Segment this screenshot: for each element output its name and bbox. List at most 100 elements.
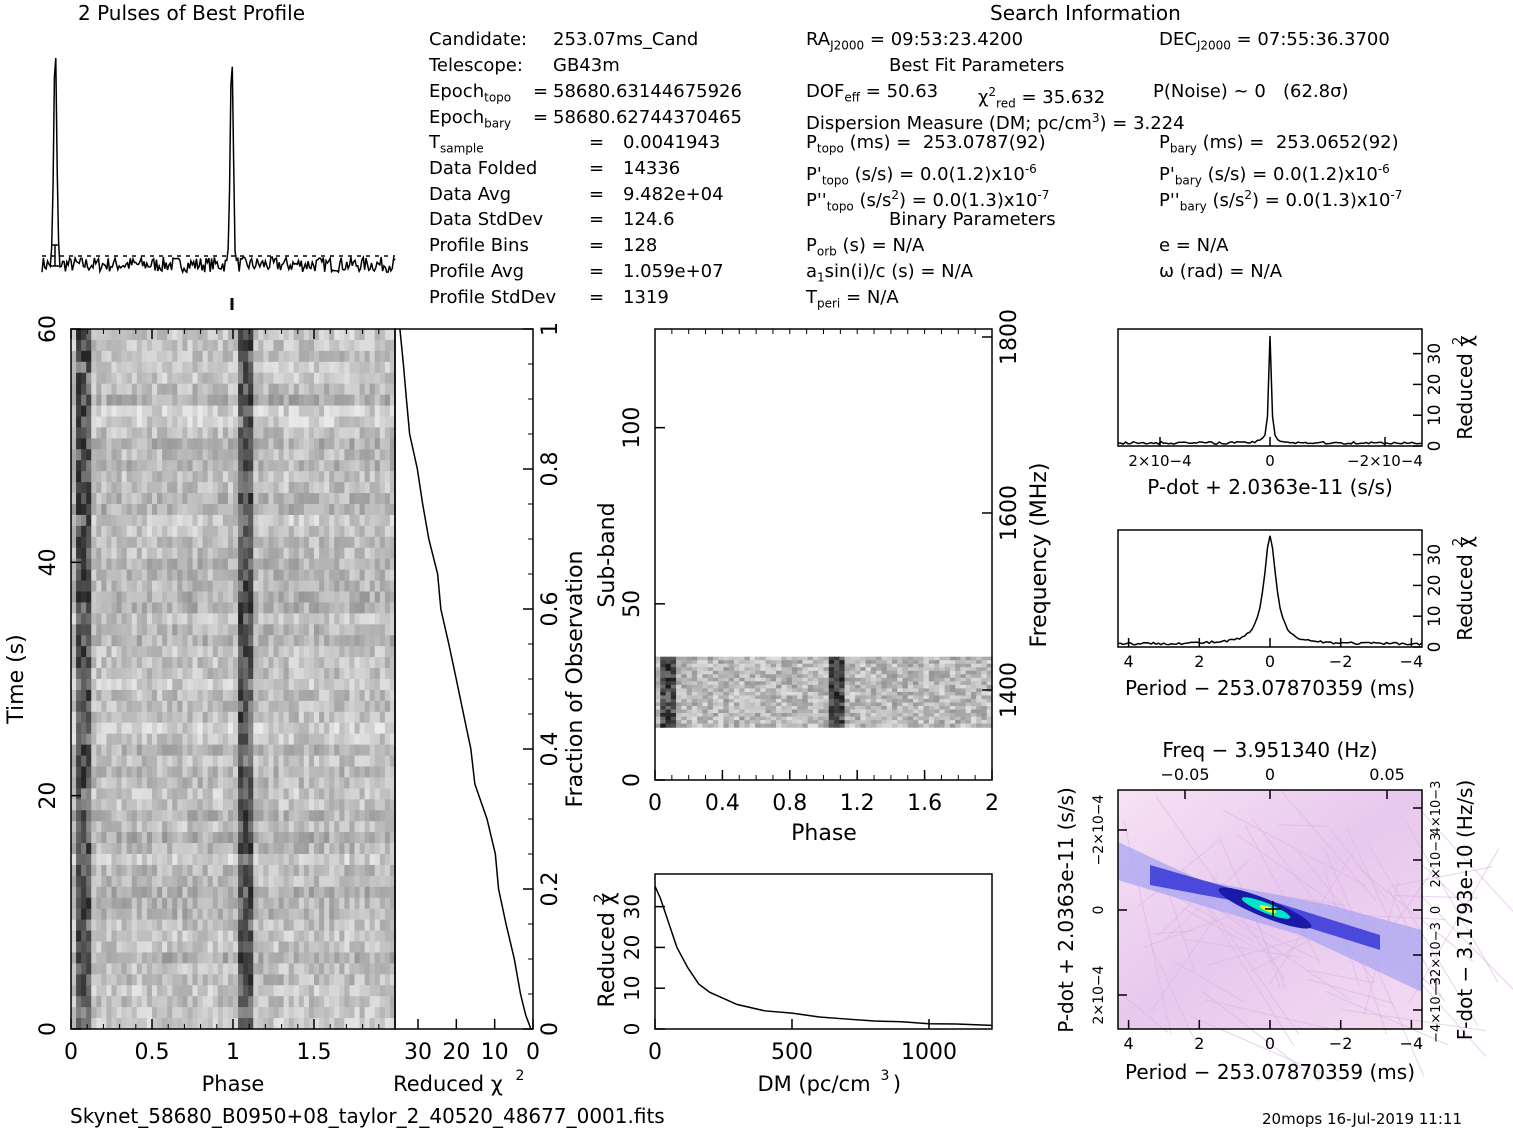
time-phase-cell bbox=[86, 514, 92, 527]
time-phase-cell bbox=[248, 383, 254, 396]
subband-cell bbox=[981, 660, 988, 665]
time-phase-cell bbox=[349, 482, 356, 494]
time-phase-cell bbox=[91, 558, 97, 571]
time-phase-cell bbox=[217, 471, 224, 483]
subband-cell bbox=[702, 695, 709, 700]
subband-cell bbox=[876, 656, 883, 661]
time-phase-cell bbox=[96, 744, 102, 757]
subband-cell bbox=[712, 670, 719, 675]
time-phase-cell bbox=[106, 514, 113, 527]
time-phase-cell bbox=[354, 700, 361, 713]
time-phase-cell bbox=[369, 799, 376, 811]
time-phase-cell bbox=[197, 525, 204, 538]
time-phase-cell bbox=[86, 864, 92, 877]
time-phase-cell bbox=[182, 919, 189, 932]
time-phase-cell bbox=[146, 821, 153, 833]
time-phase-cell bbox=[324, 471, 330, 483]
time-phase-cell bbox=[278, 689, 285, 702]
time-phase-cell bbox=[273, 569, 280, 582]
time-phase-cell bbox=[364, 482, 371, 494]
time-phase-cell bbox=[334, 635, 340, 647]
time-phase-cell bbox=[106, 471, 113, 483]
time-phase-cell bbox=[319, 460, 325, 472]
subband-cell bbox=[797, 681, 804, 686]
time-phase-cell bbox=[303, 854, 310, 866]
subband-cell bbox=[681, 698, 688, 704]
time-phase-cell bbox=[217, 602, 224, 614]
time-phase-cell bbox=[91, 832, 97, 844]
time-phase-cell bbox=[354, 646, 361, 658]
subband-cell bbox=[749, 688, 756, 693]
time-phase-cell bbox=[253, 700, 259, 713]
time-phase-cell bbox=[116, 569, 123, 582]
time-phase-cell bbox=[253, 864, 259, 877]
time-phase-cell bbox=[238, 613, 244, 625]
time-phase-cell bbox=[263, 372, 270, 385]
time-phase-cell bbox=[329, 591, 335, 604]
time-phase-cell bbox=[146, 864, 153, 877]
time-phase-cell bbox=[364, 1007, 371, 1019]
time-phase-cell bbox=[278, 700, 285, 713]
time-phase-cell bbox=[141, 471, 148, 483]
time-phase-cell bbox=[263, 460, 270, 472]
time-phase-cell bbox=[349, 799, 356, 811]
time-phase-cell bbox=[182, 668, 189, 680]
time-phase-cell bbox=[308, 722, 315, 735]
time-phase-cell bbox=[283, 602, 290, 614]
time-phase-cell bbox=[384, 383, 391, 396]
subband-cell bbox=[723, 695, 730, 700]
time-phase-cell bbox=[384, 635, 391, 647]
time-phase-cell bbox=[116, 591, 123, 604]
time-phase-cell bbox=[116, 657, 123, 669]
time-phase-cell bbox=[217, 689, 224, 702]
time-phase-cell bbox=[344, 624, 351, 636]
time-phase-cell bbox=[253, 930, 259, 943]
time-phase-cell bbox=[319, 329, 325, 341]
time-phase-cell bbox=[268, 405, 275, 418]
subband-cell bbox=[949, 681, 956, 686]
time-phase-cell bbox=[389, 744, 396, 757]
time-phase-cell bbox=[268, 657, 275, 669]
time-phase-cell bbox=[339, 383, 345, 396]
time-phase-cell bbox=[359, 558, 366, 571]
subband-cell bbox=[665, 677, 672, 682]
time-phase-cell bbox=[182, 941, 189, 954]
time-phase-cell bbox=[344, 854, 351, 866]
time-phase-cell bbox=[283, 416, 290, 429]
time-phase-cell bbox=[379, 886, 386, 899]
subband-cell bbox=[976, 691, 983, 697]
time-phase-cell bbox=[389, 416, 396, 429]
time-phase-cell bbox=[298, 799, 305, 811]
time-phase-cell bbox=[81, 821, 87, 833]
time-phase-cell bbox=[86, 493, 92, 505]
time-phase-cell bbox=[248, 679, 254, 691]
subband-cell bbox=[981, 677, 988, 682]
time-phase-cell bbox=[253, 810, 259, 822]
time-phase-cell bbox=[298, 996, 305, 1008]
time-phase-cell bbox=[253, 777, 259, 789]
time-phase-cell bbox=[212, 329, 219, 341]
time-phase-cell bbox=[319, 700, 325, 713]
time-phase-cell bbox=[192, 974, 199, 986]
time-phase-cell bbox=[152, 854, 158, 866]
time-phase-cell bbox=[303, 733, 310, 746]
time-phase-cell bbox=[197, 329, 204, 341]
subband-cell bbox=[665, 674, 672, 679]
y-tick-label: 0.6 bbox=[538, 592, 563, 627]
time-phase-cell bbox=[121, 832, 128, 844]
time-phase-cell bbox=[76, 438, 82, 450]
time-phase-cell bbox=[288, 963, 295, 975]
subband-cell bbox=[970, 677, 977, 682]
time-phase-cell bbox=[248, 547, 254, 560]
time-phase-cell bbox=[101, 777, 108, 789]
time-phase-cell bbox=[111, 821, 118, 833]
time-phase-cell bbox=[233, 569, 239, 582]
time-phase-cell bbox=[329, 744, 335, 757]
subband-cell bbox=[965, 684, 972, 689]
time-phase-cell bbox=[96, 635, 102, 647]
time-phase-cell bbox=[344, 361, 351, 374]
time-phase-cell bbox=[131, 547, 138, 560]
subband-cell bbox=[744, 688, 751, 693]
time-phase-cell bbox=[106, 711, 113, 724]
time-phase-cell bbox=[364, 350, 371, 363]
